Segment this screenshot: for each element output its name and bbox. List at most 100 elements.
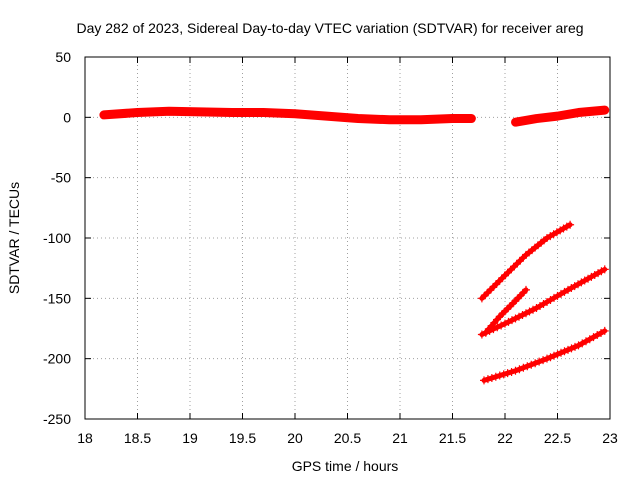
data-point-marker bbox=[571, 342, 579, 351]
y-tick-label: -250 bbox=[43, 411, 71, 427]
data-point-marker bbox=[577, 278, 586, 287]
series-arc-a bbox=[477, 220, 575, 303]
data-point-marker bbox=[507, 367, 516, 376]
data-point-marker bbox=[491, 372, 500, 381]
data-point-marker bbox=[531, 359, 540, 368]
data-point-marker bbox=[525, 307, 534, 316]
data-point-marker bbox=[518, 310, 527, 319]
data-point-marker bbox=[477, 330, 486, 339]
data-point-marker bbox=[546, 295, 555, 304]
data-point-marker bbox=[556, 226, 565, 235]
data-point-marker bbox=[481, 328, 490, 337]
data-point-marker bbox=[515, 117, 524, 126]
x-tick-label: 22 bbox=[497, 430, 513, 446]
data-point-marker bbox=[511, 118, 520, 127]
data-point-marker bbox=[600, 265, 609, 274]
x-tick-label: 19 bbox=[182, 430, 198, 446]
data-point-marker bbox=[580, 276, 589, 285]
data-point-marker bbox=[562, 222, 571, 231]
chart-title: Day 282 of 2023, Sidereal Day-to-day VTE… bbox=[76, 20, 583, 36]
x-tick-label: 20 bbox=[287, 430, 303, 446]
data-point-marker bbox=[522, 309, 530, 318]
data-point-marker bbox=[524, 115, 533, 124]
data-point-marker bbox=[570, 109, 579, 118]
data-point-marker bbox=[566, 109, 575, 118]
data-point-marker bbox=[515, 312, 523, 321]
data-point-marker bbox=[553, 112, 562, 121]
data-point-marker bbox=[535, 357, 544, 366]
data-point-marker bbox=[567, 344, 576, 353]
data-point-marker bbox=[552, 228, 561, 237]
data-point-marker bbox=[584, 274, 593, 283]
y-tick-label: 50 bbox=[55, 49, 71, 65]
data-point-marker bbox=[467, 114, 476, 123]
data-point-marker bbox=[503, 369, 512, 378]
data-point-marker bbox=[527, 360, 536, 369]
data-point-marker bbox=[522, 285, 530, 294]
data-point-marker bbox=[497, 321, 506, 330]
data-point-marker bbox=[523, 362, 532, 371]
data-point-marker bbox=[519, 363, 528, 372]
data-point-marker bbox=[590, 270, 599, 279]
data-point-marker bbox=[594, 269, 603, 278]
data-point-marker bbox=[557, 348, 565, 357]
data-point-marker bbox=[529, 305, 537, 314]
data-point-marker bbox=[570, 282, 579, 291]
data-point-marker bbox=[483, 375, 492, 384]
y-tick-label: -200 bbox=[43, 351, 71, 367]
data-point-marker bbox=[511, 314, 520, 323]
data-point-marker bbox=[550, 351, 558, 360]
x-axis-label: GPS time / hours bbox=[292, 458, 399, 474]
data-point-marker bbox=[557, 111, 566, 120]
data-point-marker bbox=[560, 287, 569, 296]
data-point-marker bbox=[519, 116, 528, 125]
series-arc-b bbox=[482, 285, 530, 337]
data-point-marker bbox=[511, 366, 520, 375]
data-point-marker bbox=[597, 267, 606, 276]
x-tick-label: 22.5 bbox=[544, 430, 571, 446]
x-tick-label: 19.5 bbox=[229, 430, 256, 446]
x-tick-label: 23 bbox=[602, 430, 618, 446]
data-point-marker bbox=[560, 347, 569, 356]
series-late-near-zero bbox=[511, 105, 610, 127]
data-point-marker bbox=[566, 220, 575, 229]
x-tick-label: 21.5 bbox=[439, 430, 466, 446]
data-point-marker bbox=[539, 356, 548, 365]
x-tick-label: 20.5 bbox=[334, 430, 361, 446]
data-point-marker bbox=[485, 326, 494, 335]
data-point-marker bbox=[487, 373, 496, 382]
x-tick-label: 18 bbox=[77, 430, 93, 446]
data-point-marker bbox=[546, 232, 555, 241]
data-point-marker bbox=[567, 284, 576, 293]
x-tick-label: 18.5 bbox=[124, 430, 151, 446]
y-tick-label: -150 bbox=[43, 290, 71, 306]
data-point-marker bbox=[508, 316, 516, 325]
data-point-marker bbox=[574, 280, 583, 289]
series-arc-d bbox=[480, 326, 609, 385]
x-tick-label: 21 bbox=[392, 430, 408, 446]
data-point-marker bbox=[559, 224, 568, 233]
data-point-marker bbox=[553, 291, 562, 300]
data-series bbox=[99, 105, 610, 385]
data-point-marker bbox=[549, 230, 558, 239]
data-point-marker bbox=[600, 326, 609, 335]
data-point-marker bbox=[587, 272, 596, 281]
y-tick-label: -100 bbox=[43, 230, 71, 246]
data-point-marker bbox=[564, 345, 572, 354]
data-point-marker bbox=[515, 365, 524, 374]
data-point-marker bbox=[561, 110, 570, 119]
y-tick-label: -50 bbox=[51, 170, 71, 186]
data-point-marker bbox=[532, 303, 541, 312]
series-line bbox=[481, 328, 608, 383]
data-point-marker bbox=[550, 293, 558, 302]
series-main-near-zero bbox=[99, 106, 476, 125]
data-point-marker bbox=[564, 285, 572, 294]
series-arc-c bbox=[477, 265, 609, 339]
data-point-marker bbox=[536, 301, 544, 310]
data-point-marker bbox=[543, 234, 551, 242]
y-tick-label: 0 bbox=[63, 109, 71, 125]
data-point-marker bbox=[493, 323, 502, 332]
data-point-marker bbox=[480, 376, 488, 385]
data-point-marker bbox=[543, 297, 551, 306]
